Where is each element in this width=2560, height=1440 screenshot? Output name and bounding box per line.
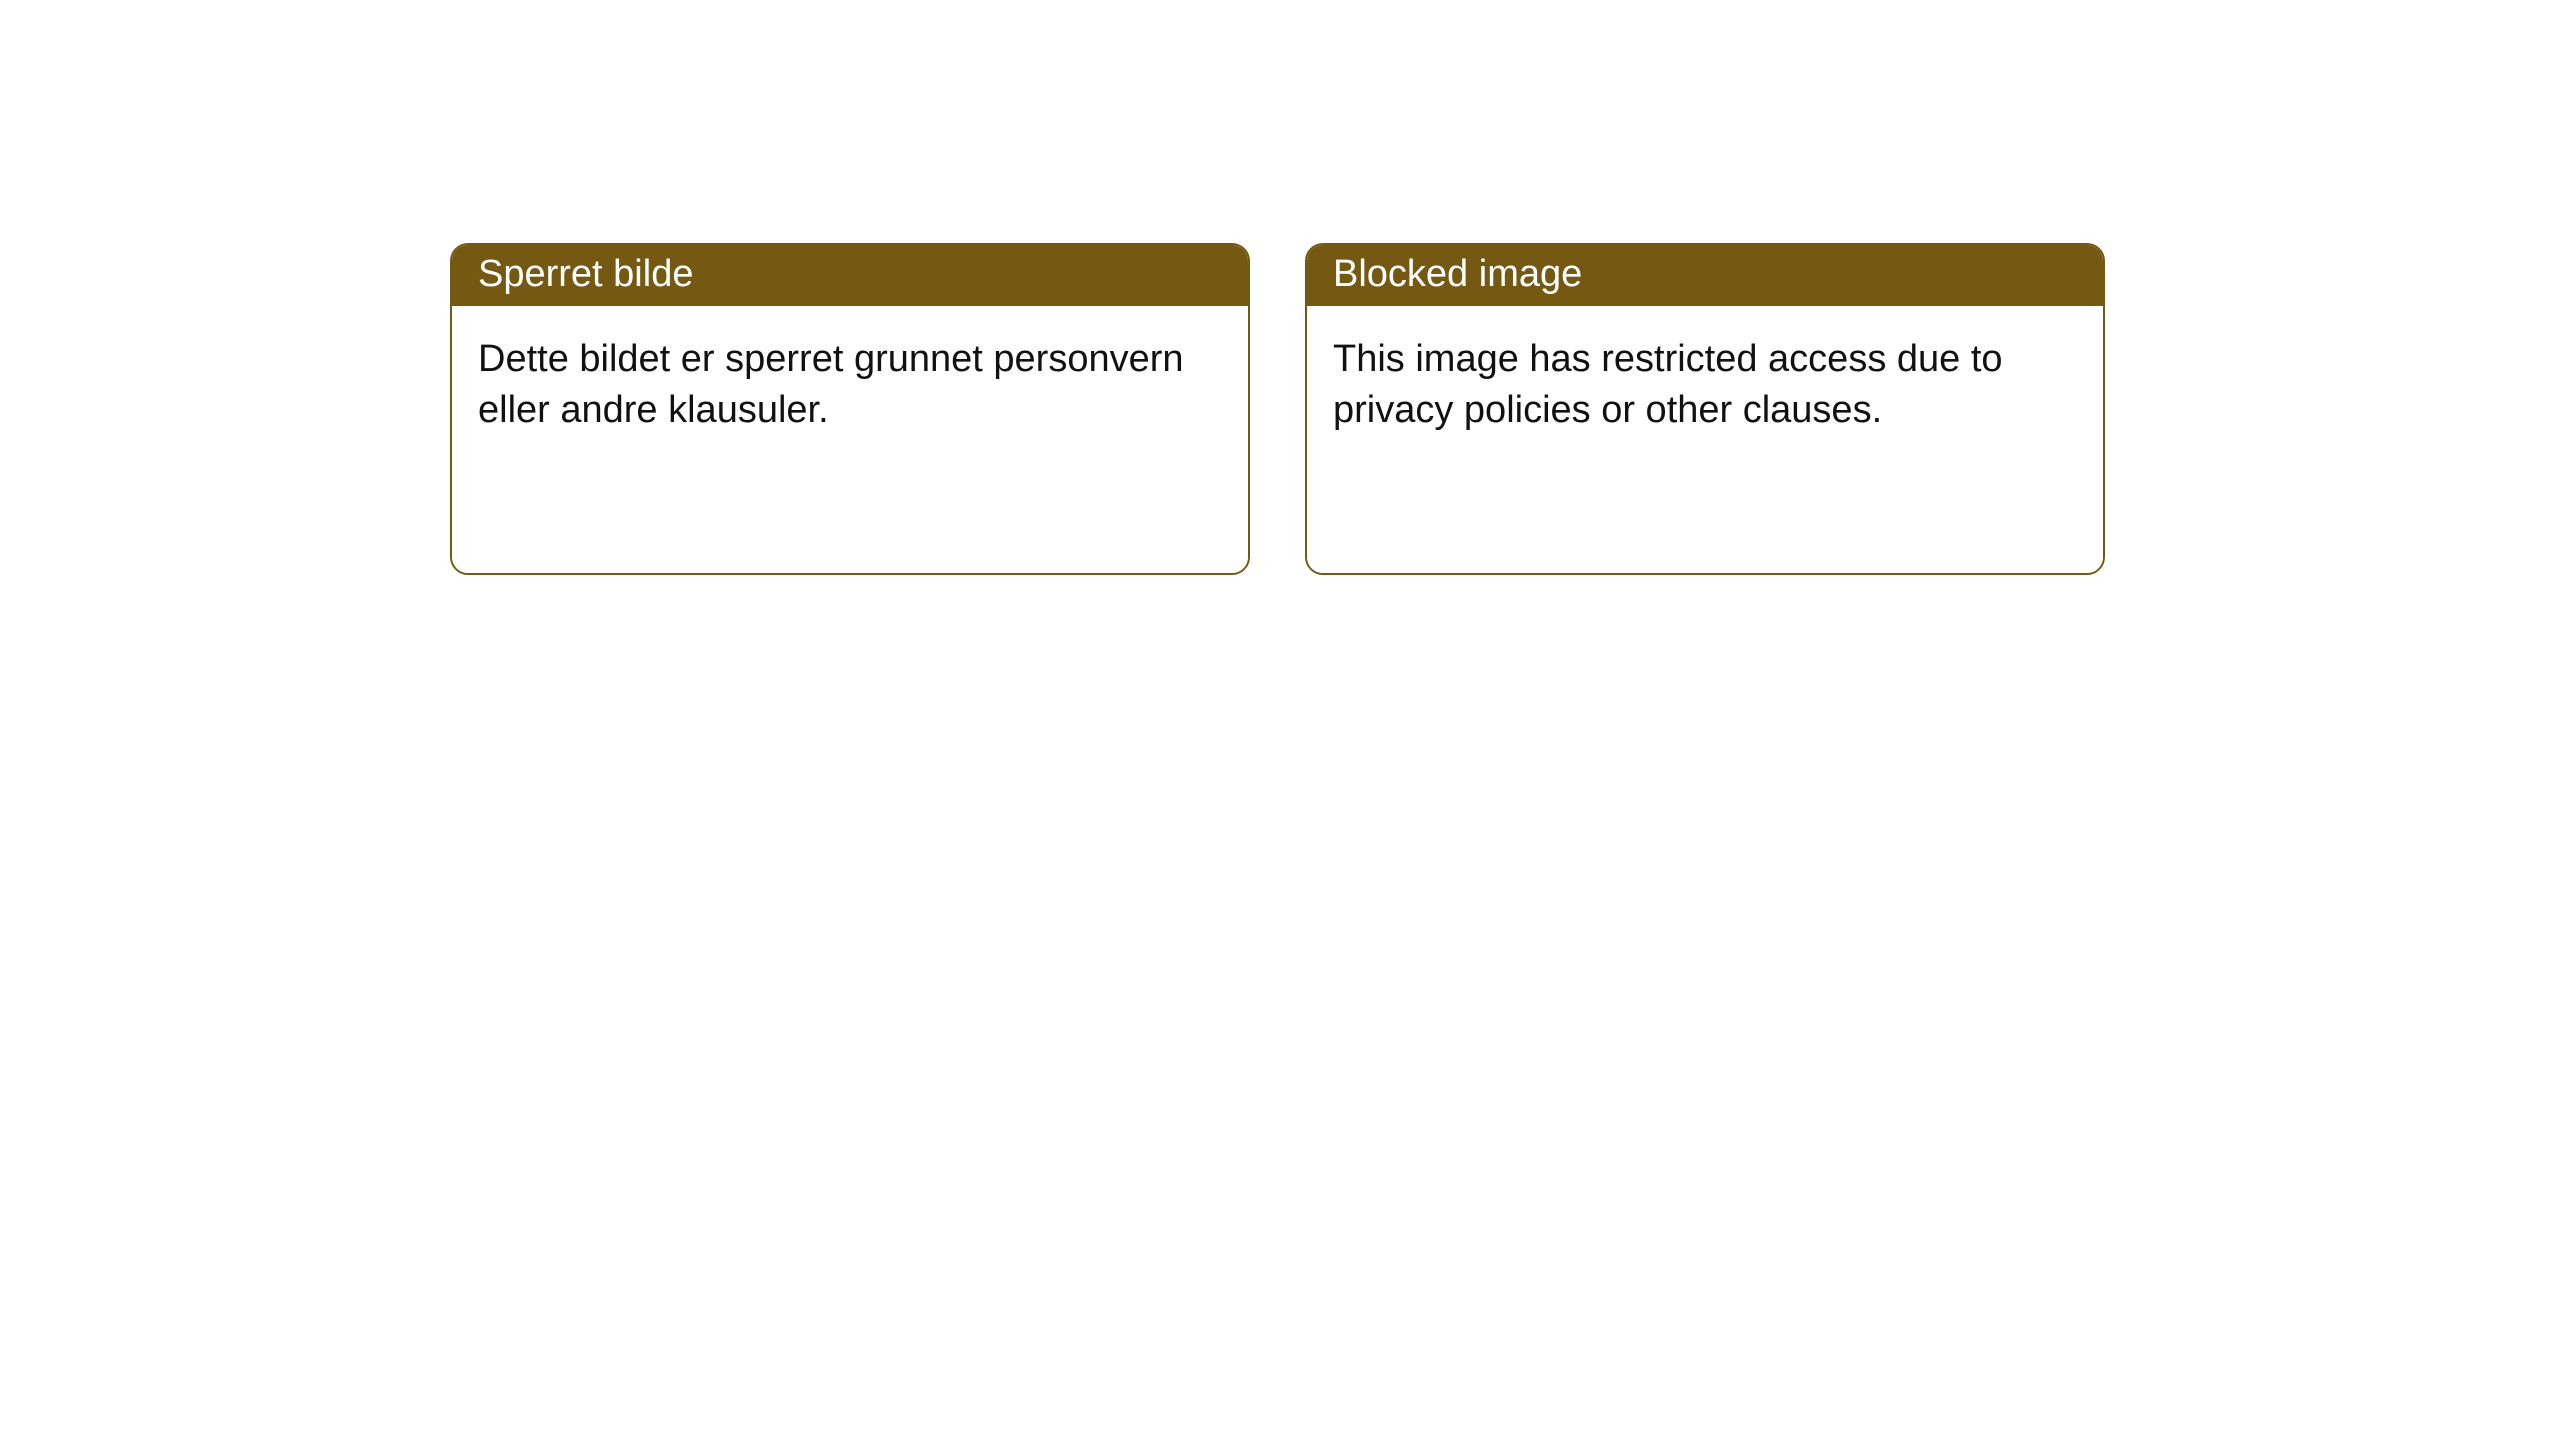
notice-card-norwegian: Sperret bilde Dette bildet er sperret gr… bbox=[450, 243, 1250, 575]
notice-body-english: This image has restricted access due to … bbox=[1307, 306, 2103, 573]
notice-body-norwegian: Dette bildet er sperret grunnet personve… bbox=[452, 306, 1248, 573]
notice-title-norwegian: Sperret bilde bbox=[452, 245, 1248, 306]
notice-card-english: Blocked image This image has restricted … bbox=[1305, 243, 2105, 575]
notice-title-english: Blocked image bbox=[1307, 245, 2103, 306]
notice-container: Sperret bilde Dette bildet er sperret gr… bbox=[0, 0, 2560, 575]
